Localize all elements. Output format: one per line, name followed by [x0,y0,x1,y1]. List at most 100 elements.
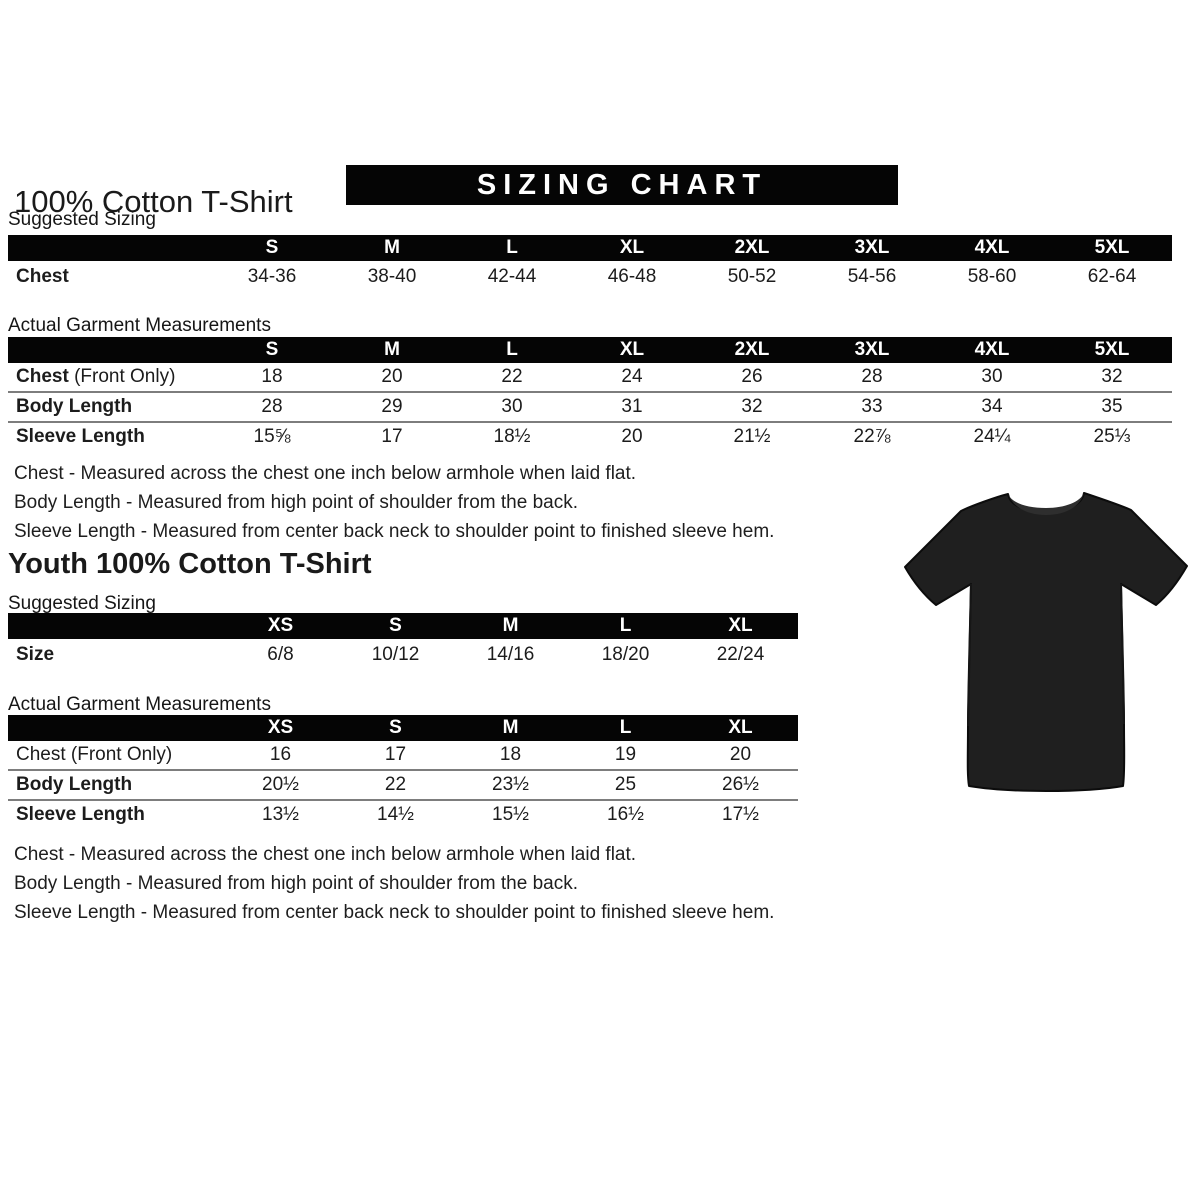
measurement-cell: 28 [861,366,883,387]
measurement-cell: 15⅝ [253,426,291,447]
measurement-cell: 62-64 [1087,265,1137,287]
measurement-cell: 19 [614,744,637,765]
measurement-cell: 31 [621,396,643,417]
body-length-row: Body Length 28 29 30 31 32 33 34 35 [8,392,1172,422]
measurement-cell: 30 [981,366,1003,387]
measurement-cell: 33 [861,396,883,417]
row-label-text: Chest (Front Only) [16,744,173,765]
row-label: Chest [8,261,212,292]
size-column-header: 5XL [1052,337,1172,363]
measurement-cell: 18½ [493,426,531,447]
size-column-header: M [332,337,452,363]
adult-actual-measurements-table: S M L XL 2XL 3XL 4XL 5XL Chest (Front On… [8,337,1172,451]
size-column-header: S [338,715,453,741]
note-line: Chest - Measured across the chest one in… [14,463,637,484]
size-column-header: 4XL [932,235,1052,261]
adult-suggested-sizing-label: Suggested Sizing [8,209,156,230]
measurement-cell: 35 [1101,396,1123,417]
size-column-header: S [338,613,453,639]
youth-suggested-sizing-table: XS S M L XL Size 6/8 10/12 14/16 18/20 2… [8,613,798,670]
empty-header-cell [8,715,223,741]
size-column-header: XS [223,715,338,741]
measurement-cell: 28 [261,396,283,417]
size-column-header: XL [572,337,692,363]
size-column-header: 2XL [692,337,812,363]
measurement-cell: 13½ [262,804,299,825]
sizing-chart-banner-text: SIZING CHART [476,168,768,201]
measurement-cell: 50-52 [727,265,777,287]
measurement-cell: 46-48 [607,265,657,287]
note-line: Body Length - Measured from high point o… [14,492,578,513]
measurement-cell: 32 [1101,366,1123,387]
chest-range-row: Chest 34-36 38-40 42-44 46-48 50-52 54-5… [8,261,1172,292]
row-label-text: Size [16,643,55,665]
page-title: 100% Cotton T-Shirt [14,183,293,219]
note-line: Body Length - Measured from high point o… [14,873,578,894]
chest-measure-row: Chest (Front Only) 16 17 18 19 20 [8,741,798,770]
measurement-cell: 26½ [722,774,759,795]
measurement-cell: 32 [741,396,763,417]
youth-actual-measurements-label: Actual Garment Measurements [8,694,271,715]
measurement-cell: 16 [269,744,292,765]
body-length-row: Body Length 20½ 22 23½ 25 26½ [8,770,798,800]
size-column-header: S [212,337,332,363]
measurement-cell: 18/20 [601,643,650,665]
measurement-cell: 22/24 [716,643,765,665]
sleeve-length-row: Sleeve Length 15⅝ 17 18½ 20 21½ 22⅞ 24¼ … [8,422,1172,451]
youth-actual-measurements-table: XS S M L XL Chest (Front Only) 16 17 18 … [8,715,798,829]
note-line: Chest - Measured across the chest one in… [14,844,637,865]
measurement-cell: 24¼ [973,426,1011,447]
tshirt-icon [904,492,1188,792]
size-column-header: 5XL [1052,235,1172,261]
measurement-cell: 25 [614,774,637,795]
black-tshirt-image [893,478,1200,810]
row-label-text: Sleeve Length [16,804,145,825]
size-column-header: M [332,235,452,261]
measurement-cell: 6/8 [267,643,294,665]
measurement-cell: 26 [741,366,763,387]
measurement-cell: 29 [381,396,403,417]
size-column-header: 2XL [692,235,812,261]
measurement-cell: 20 [621,426,643,447]
size-header-row: XS S M L XL [8,613,798,639]
measurement-cell: 14½ [377,804,414,825]
measurement-cell: 16½ [607,804,644,825]
measurement-cell: 18 [261,366,283,387]
adult-suggested-sizing-table: S M L XL 2XL 3XL 4XL 5XL Chest 34-36 38-… [8,235,1172,292]
row-label-text: Chest [16,265,69,287]
row-label-text: Chest [16,366,69,387]
size-header-row: S M L XL 2XL 3XL 4XL 5XL [8,235,1172,261]
measurement-cell: 23½ [492,774,529,795]
size-column-header: XS [223,613,338,639]
measurement-cell: 22 [384,774,407,795]
measurement-cell: 58-60 [967,265,1017,287]
youth-suggested-sizing-label: Suggested Sizing [8,593,156,614]
row-label: Chest (Front Only) [8,741,223,770]
measurement-cell: 38-40 [367,265,417,287]
row-label-text: Body Length [16,774,133,795]
adult-measurement-notes: Chest - Measured across the chest one in… [14,459,774,546]
size-column-header: L [452,235,572,261]
youth-size-row: Size 6/8 10/12 14/16 18/20 22/24 [8,639,798,670]
measurement-cell: 18 [499,744,522,765]
youth-section-title: Youth 100% Cotton T-Shirt [8,548,372,580]
measurement-cell: 22⅞ [853,426,891,447]
measurement-cell: 14/16 [486,643,535,665]
size-header-row: S M L XL 2XL 3XL 4XL 5XL [8,337,1172,363]
size-column-header: M [453,613,568,639]
measurement-cell: 54-56 [847,265,897,287]
measurement-cell: 42-44 [487,265,537,287]
measurement-cell: 15½ [492,804,529,825]
row-label: Sleeve Length [8,422,212,451]
empty-header-cell [8,235,212,261]
size-column-header: 3XL [812,337,932,363]
size-column-header: XL [683,715,798,741]
row-label: Chest (Front Only) [8,363,212,392]
size-column-header: L [568,613,683,639]
row-label-note: (Front Only) [74,366,176,387]
row-label: Body Length [8,770,223,800]
row-label: Body Length [8,392,212,422]
empty-header-cell [8,337,212,363]
size-column-header: 3XL [812,235,932,261]
measurement-cell: 20 [381,366,403,387]
